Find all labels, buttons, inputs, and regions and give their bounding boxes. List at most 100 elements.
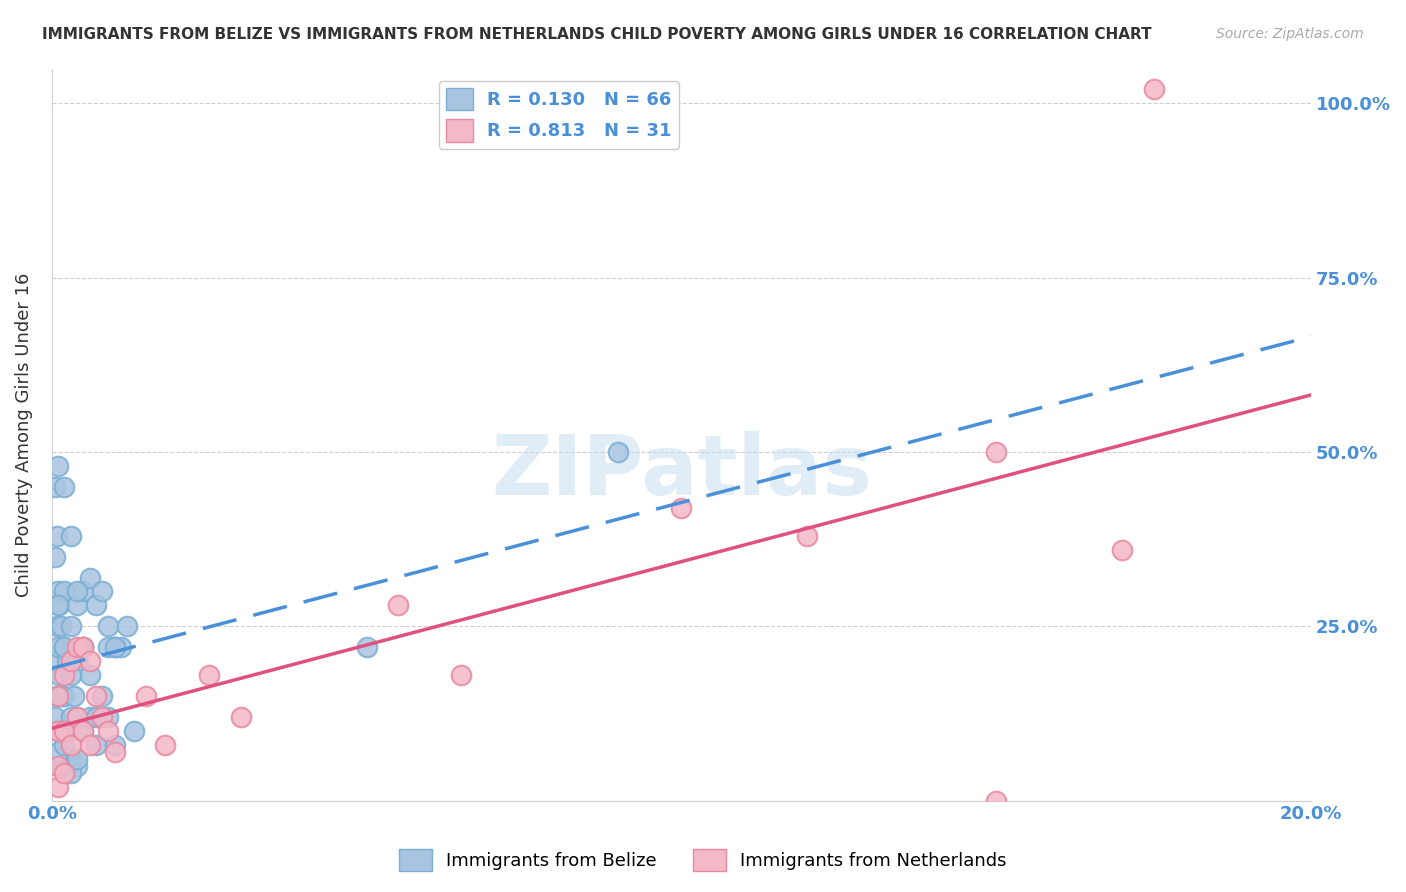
Point — [79, 710, 101, 724]
Point — [97, 640, 120, 655]
Y-axis label: Child Poverty Among Girls Under 16: Child Poverty Among Girls Under 16 — [15, 272, 32, 597]
Point — [53, 723, 76, 738]
Point — [45, 689, 67, 703]
Point — [84, 738, 107, 752]
Point — [66, 752, 89, 766]
Point — [51, 619, 73, 633]
Point — [66, 599, 89, 613]
Point — [53, 765, 76, 780]
Point — [796, 529, 818, 543]
Point — [46, 689, 69, 703]
Point — [59, 765, 82, 780]
Point — [72, 723, 94, 738]
Point — [46, 689, 69, 703]
Point — [53, 689, 76, 703]
Point — [46, 745, 69, 759]
Point — [153, 738, 176, 752]
Point — [53, 723, 76, 738]
Point — [46, 780, 69, 794]
Point — [59, 654, 82, 668]
Point — [44, 710, 66, 724]
Point — [986, 794, 1008, 808]
Point — [450, 668, 472, 682]
Point — [91, 584, 114, 599]
Point — [72, 584, 94, 599]
Point — [104, 745, 127, 759]
Point — [59, 619, 82, 633]
Point — [84, 689, 107, 703]
Point — [104, 640, 127, 655]
Point — [46, 723, 69, 738]
Point — [59, 668, 82, 682]
Point — [72, 640, 94, 655]
Point — [84, 599, 107, 613]
Point — [46, 599, 69, 613]
Point — [84, 710, 107, 724]
Point — [72, 723, 94, 738]
Point — [53, 738, 76, 752]
Point — [66, 640, 89, 655]
Point — [45, 529, 67, 543]
Point — [48, 668, 70, 682]
Legend: R = 0.130   N = 66, R = 0.813   N = 31: R = 0.130 N = 66, R = 0.813 N = 31 — [439, 81, 679, 149]
Point — [53, 480, 76, 494]
Point — [79, 654, 101, 668]
Point — [79, 738, 101, 752]
Point — [46, 758, 69, 772]
Point — [104, 738, 127, 752]
Point — [53, 758, 76, 772]
Point — [229, 710, 252, 724]
Point — [72, 640, 94, 655]
Point — [45, 619, 67, 633]
Point — [59, 752, 82, 766]
Point — [986, 445, 1008, 459]
Point — [51, 689, 73, 703]
Point — [607, 445, 630, 459]
Point — [53, 640, 76, 655]
Point — [198, 668, 221, 682]
Point — [59, 654, 82, 668]
Point — [79, 668, 101, 682]
Point — [66, 654, 89, 668]
Point — [56, 654, 79, 668]
Point — [1143, 82, 1166, 96]
Point — [79, 570, 101, 584]
Point — [91, 710, 114, 724]
Point — [117, 619, 139, 633]
Point — [46, 758, 69, 772]
Point — [66, 758, 89, 772]
Point — [66, 710, 89, 724]
Point — [56, 723, 79, 738]
Point — [59, 738, 82, 752]
Point — [44, 480, 66, 494]
Point — [46, 723, 69, 738]
Point — [66, 584, 89, 599]
Text: IMMIGRANTS FROM BELIZE VS IMMIGRANTS FROM NETHERLANDS CHILD POVERTY AMONG GIRLS : IMMIGRANTS FROM BELIZE VS IMMIGRANTS FRO… — [42, 27, 1152, 42]
Point — [46, 458, 69, 473]
Point — [44, 654, 66, 668]
Point — [671, 500, 693, 515]
Point — [53, 640, 76, 655]
Point — [97, 619, 120, 633]
Point — [44, 549, 66, 564]
Point — [135, 689, 157, 703]
Point — [66, 710, 89, 724]
Point — [59, 529, 82, 543]
Point — [1111, 542, 1133, 557]
Point — [110, 640, 132, 655]
Point — [97, 723, 120, 738]
Point — [356, 640, 378, 655]
Point — [91, 689, 114, 703]
Point — [72, 640, 94, 655]
Point — [104, 640, 127, 655]
Point — [387, 599, 409, 613]
Point — [46, 640, 69, 655]
Point — [62, 689, 84, 703]
Point — [53, 668, 76, 682]
Point — [59, 710, 82, 724]
Legend: Immigrants from Belize, Immigrants from Netherlands: Immigrants from Belize, Immigrants from … — [392, 842, 1014, 879]
Point — [46, 584, 69, 599]
Point — [53, 584, 76, 599]
Point — [122, 723, 145, 738]
Text: ZIPatlas: ZIPatlas — [491, 431, 872, 512]
